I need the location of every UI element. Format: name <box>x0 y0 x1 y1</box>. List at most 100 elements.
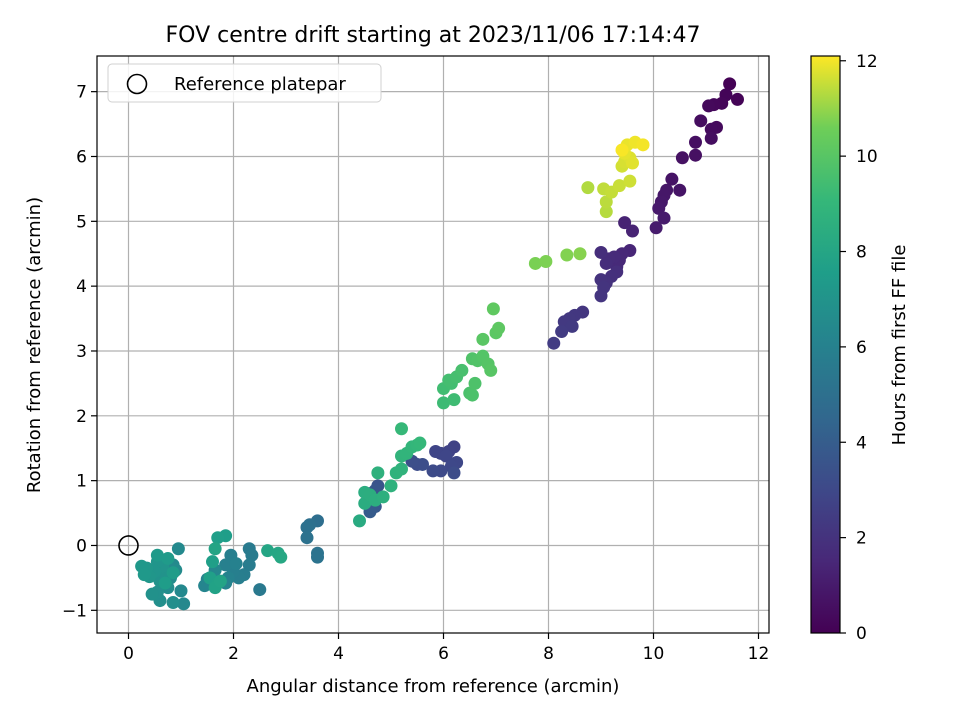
y-tick-label: 2 <box>76 407 87 427</box>
y-tick-label: 5 <box>76 212 87 232</box>
data-point <box>731 92 744 106</box>
data-point <box>702 99 716 113</box>
colorbar-tick-label: 0 <box>856 624 867 644</box>
data-point <box>300 520 314 534</box>
y-axis-ticks: −1 0 1 2 3 4 5 6 7 <box>62 83 97 621</box>
y-tick-label: 6 <box>76 147 87 167</box>
colorbar-tick-label: 6 <box>856 338 867 358</box>
data-point <box>694 114 708 128</box>
colorbar-tick-label: 10 <box>856 147 878 167</box>
x-axis-label: Angular distance from reference (arcmin) <box>247 676 620 697</box>
data-point <box>371 466 385 480</box>
data-point <box>429 444 443 458</box>
x-tick-label: 0 <box>123 644 134 664</box>
data-point <box>486 302 500 316</box>
data-point <box>395 422 408 436</box>
data-point <box>447 466 461 480</box>
data-point <box>208 542 222 556</box>
data-point <box>468 376 482 390</box>
data-point <box>652 201 666 215</box>
data-point <box>689 148 702 162</box>
data-point <box>174 584 188 598</box>
data-point <box>150 548 164 562</box>
x-tick-label: 2 <box>228 644 239 664</box>
data-point <box>573 247 587 261</box>
x-tick-label: 10 <box>643 644 665 664</box>
data-point <box>465 388 479 402</box>
data-point <box>395 462 408 476</box>
data-point <box>612 179 626 193</box>
x-tick-label: 8 <box>543 644 554 664</box>
data-point <box>704 131 718 145</box>
x-tick-label: 4 <box>333 644 344 664</box>
data-point <box>623 174 637 188</box>
colorbar-gradient <box>810 55 841 634</box>
data-point <box>626 156 639 170</box>
data-point <box>166 596 180 610</box>
data-point <box>206 555 219 569</box>
data-point <box>636 138 650 152</box>
data-point <box>594 289 608 303</box>
plot-frame <box>96 55 770 634</box>
data-point <box>599 256 613 270</box>
data-point <box>274 550 288 564</box>
data-point <box>539 255 553 269</box>
data-point <box>560 248 574 262</box>
data-point <box>261 544 275 558</box>
y-tick-label: 3 <box>76 342 87 362</box>
colorbar-tick-label: 12 <box>856 52 878 72</box>
data-point <box>416 457 429 471</box>
data-point <box>599 205 613 219</box>
colorbar-ticks: 0 2 4 6 8 10 12 <box>840 52 878 644</box>
data-point <box>437 396 450 410</box>
x-tick-label: 12 <box>748 644 770 664</box>
data-point <box>171 542 185 556</box>
y-tick-label: 7 <box>76 83 87 103</box>
data-point <box>177 597 191 611</box>
data-point <box>253 583 267 597</box>
data-point <box>665 172 679 186</box>
data-point <box>426 464 440 478</box>
data-point <box>492 321 506 335</box>
legend-marker <box>126 73 148 95</box>
data-point <box>161 551 175 565</box>
data-point <box>657 211 671 225</box>
data-point <box>219 558 233 572</box>
data-point <box>626 224 639 238</box>
data-point <box>439 449 453 463</box>
x-tick-label: 6 <box>438 644 449 664</box>
colorbar-label: Hours from first FF file <box>889 245 910 446</box>
data-point <box>594 245 608 259</box>
data-point <box>137 568 151 582</box>
data-point <box>158 576 172 590</box>
y-axis-label: Rotation from reference (arcmin) <box>24 197 45 493</box>
data-point <box>242 558 256 572</box>
data-point <box>675 151 689 165</box>
x-axis-ticks: 0 2 4 6 8 10 12 <box>123 633 769 664</box>
data-point <box>166 566 180 580</box>
data-point <box>673 183 687 197</box>
y-tick-label: 4 <box>76 277 87 297</box>
data-point <box>384 479 398 493</box>
data-point <box>376 490 390 504</box>
data-point <box>649 221 663 235</box>
data-point <box>353 514 366 528</box>
data-point <box>555 325 569 339</box>
y-tick-label: 1 <box>76 472 87 492</box>
legend-label: Reference platepar <box>174 74 346 95</box>
data-point <box>547 336 561 350</box>
data-point <box>211 531 225 545</box>
grid-lines <box>97 56 769 633</box>
data-point <box>300 531 314 545</box>
data-point <box>476 332 490 346</box>
chart-title: FOV centre drift starting at 2023/11/06 … <box>166 23 701 48</box>
data-point <box>245 548 259 562</box>
data-point <box>581 181 595 195</box>
data-point <box>455 363 469 377</box>
data-point <box>447 393 461 407</box>
data-point <box>618 216 632 230</box>
data-point <box>311 550 324 564</box>
data-point <box>615 143 629 157</box>
data-point <box>704 122 718 136</box>
